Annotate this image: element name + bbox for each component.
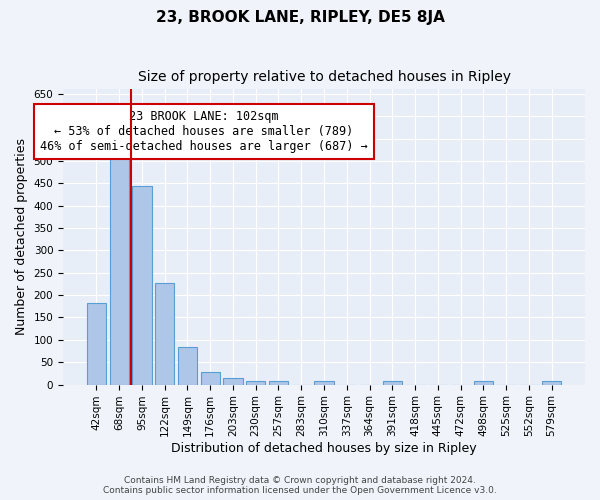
- Bar: [542, 382, 561, 384]
- Bar: [200, 372, 220, 384]
- Bar: [473, 382, 493, 384]
- Text: 23 BROOK LANE: 102sqm
← 53% of detached houses are smaller (789)
46% of semi-det: 23 BROOK LANE: 102sqm ← 53% of detached …: [40, 110, 368, 153]
- Bar: [246, 382, 265, 384]
- Text: 23, BROOK LANE, RIPLEY, DE5 8JA: 23, BROOK LANE, RIPLEY, DE5 8JA: [155, 10, 445, 25]
- Bar: [178, 346, 197, 385]
- Y-axis label: Number of detached properties: Number of detached properties: [15, 138, 28, 336]
- Bar: [110, 156, 129, 384]
- Bar: [269, 382, 288, 384]
- Text: Contains HM Land Registry data © Crown copyright and database right 2024.
Contai: Contains HM Land Registry data © Crown c…: [103, 476, 497, 495]
- Bar: [132, 186, 152, 384]
- X-axis label: Distribution of detached houses by size in Ripley: Distribution of detached houses by size …: [171, 442, 477, 455]
- Bar: [314, 382, 334, 384]
- Title: Size of property relative to detached houses in Ripley: Size of property relative to detached ho…: [137, 70, 511, 84]
- Bar: [223, 378, 242, 384]
- Bar: [87, 302, 106, 384]
- Bar: [155, 284, 175, 384]
- Bar: [383, 382, 402, 384]
